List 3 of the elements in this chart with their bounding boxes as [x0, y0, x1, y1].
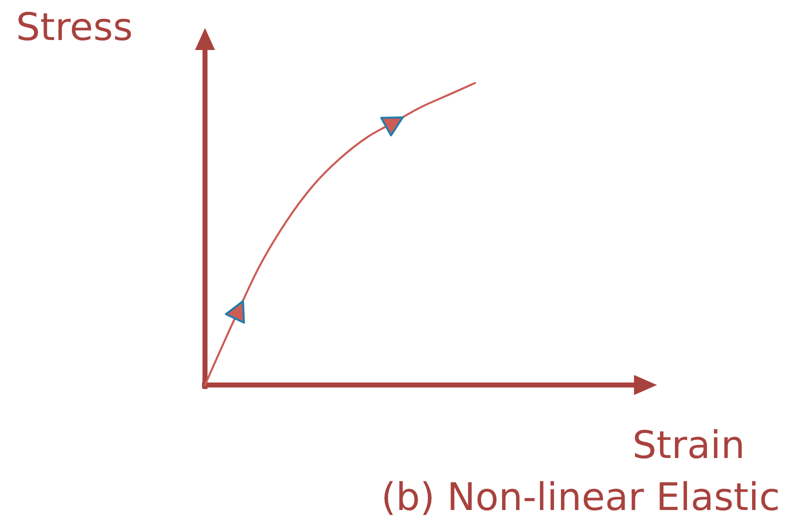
- x-axis-title: Strain: [632, 423, 745, 467]
- text: (b) Non-linear Elastic: [381, 475, 780, 519]
- y-axis-title: Stress: [16, 5, 133, 49]
